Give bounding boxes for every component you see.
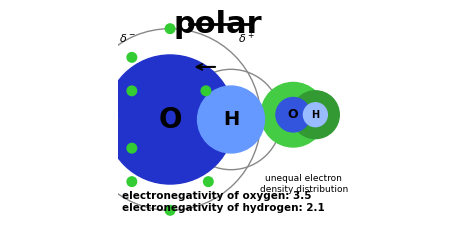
Text: $\delta^+$: $\delta^+$: [238, 31, 255, 46]
Circle shape: [276, 98, 310, 132]
Text: polar: polar: [173, 10, 262, 38]
Circle shape: [303, 103, 328, 127]
Circle shape: [106, 55, 235, 184]
Text: unequal electron
density distribution: unequal electron density distribution: [260, 174, 348, 194]
Circle shape: [127, 177, 137, 186]
Circle shape: [127, 143, 137, 153]
Circle shape: [292, 91, 339, 139]
Circle shape: [165, 206, 175, 215]
Text: electronegativity of oxygen: 3.5
electronegativity of hydrogen: 2.1: electronegativity of oxygen: 3.5 electro…: [122, 191, 325, 213]
Text: $\delta^-$: $\delta^-$: [118, 32, 136, 44]
Circle shape: [201, 86, 211, 96]
Circle shape: [165, 24, 175, 33]
Circle shape: [127, 53, 137, 62]
Circle shape: [127, 86, 137, 96]
Text: O: O: [158, 105, 182, 134]
Circle shape: [203, 177, 213, 186]
Text: O: O: [288, 108, 299, 121]
Circle shape: [198, 86, 264, 153]
Text: H: H: [223, 110, 239, 129]
Circle shape: [261, 82, 326, 147]
Text: H: H: [311, 110, 319, 120]
Circle shape: [108, 115, 118, 124]
